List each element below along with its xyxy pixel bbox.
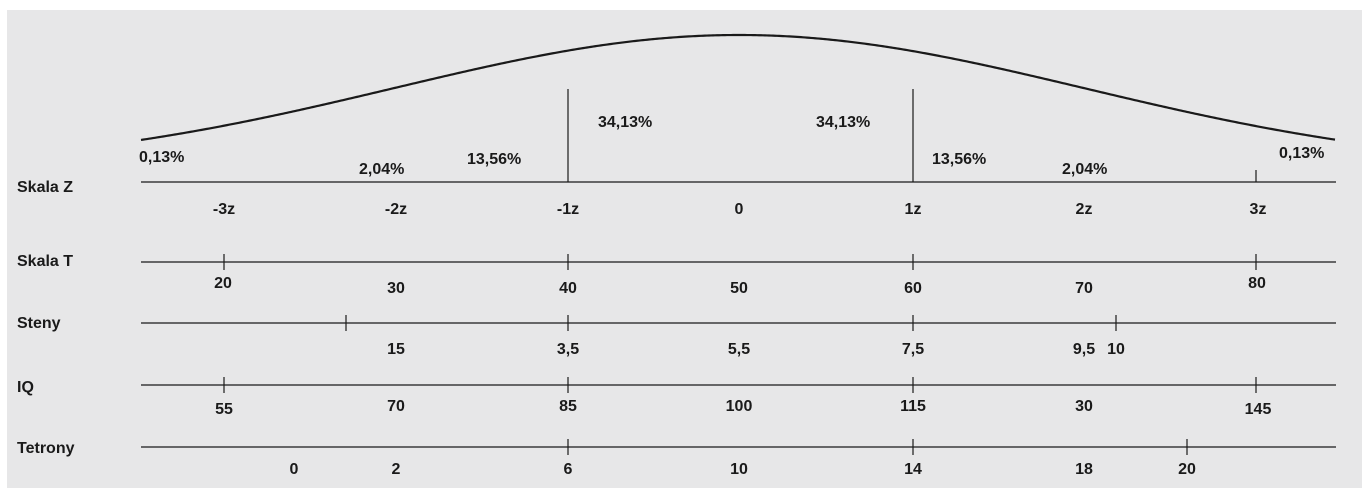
scale-label-steny: Steny (17, 315, 61, 332)
scale-iq-value: 70 (387, 398, 405, 415)
scale-iq-value: 115 (900, 398, 926, 415)
scale-steny-value: 5,5 (728, 341, 750, 358)
pct-right-2: 2,04% (1062, 161, 1107, 178)
scale-z-value: -2z (385, 201, 407, 218)
scale-t-value: 30 (387, 280, 405, 297)
scale-iq-value: 30 (1075, 398, 1093, 415)
scale-tetrony-value: 2 (392, 461, 401, 478)
scale-tetrony-value: 18 (1075, 461, 1093, 478)
scale-z-value: -1z (557, 201, 579, 218)
scale-t-value: 20 (214, 275, 232, 292)
scale-z-value: 1z (905, 201, 922, 218)
scale-label-tetrony: Tetrony (17, 440, 75, 457)
scale-iq-value: 145 (1245, 401, 1272, 418)
scale-z-value: 2z (1076, 201, 1093, 218)
scale-label-iq: IQ (17, 379, 34, 396)
scale-steny-value: 9,5 (1073, 341, 1095, 358)
bell-curve (140, 33, 1336, 142)
pct-right-tail: 0,13% (1279, 145, 1324, 162)
scale-iq-value: 55 (215, 401, 233, 418)
scale-z-value: -3z (213, 201, 235, 218)
pct-left-1: 13,56% (467, 151, 521, 168)
scale-tetrony-value: 14 (904, 461, 922, 478)
scale-z-value: 0 (735, 201, 744, 218)
pct-right-1: 13,56% (932, 151, 986, 168)
scale-tetrony-value: 6 (564, 461, 573, 478)
figure-panel (7, 10, 1362, 488)
scale-label-z: Skala Z (17, 179, 73, 196)
scale-t-value: 80 (1248, 275, 1266, 292)
scale-iq-value: 100 (726, 398, 753, 415)
scale-z-value: 3z (1250, 201, 1267, 218)
scale-tetrony-value: 20 (1178, 461, 1196, 478)
scale-label-t: Skala T (17, 253, 73, 270)
scale-steny-value: 3,5 (557, 341, 579, 358)
pct-left-tail: 0,13% (139, 149, 184, 166)
scale-tetrony-value: 0 (290, 461, 299, 478)
scale-t-value: 70 (1075, 280, 1093, 297)
scale-t-value: 50 (730, 280, 748, 297)
scale-t-value: 60 (904, 280, 922, 297)
scale-steny-value: 10 (1107, 341, 1125, 358)
scale-iq-value: 85 (559, 398, 577, 415)
pct-left-2: 2,04% (359, 161, 404, 178)
scale-tetrony-value: 10 (730, 461, 748, 478)
scale-t-value: 40 (559, 280, 577, 297)
scale-steny-value: 7,5 (902, 341, 924, 358)
pct-left-center: 34,13% (598, 114, 652, 131)
scale-steny-value: 15 (387, 341, 405, 358)
pct-right-center: 34,13% (816, 114, 870, 131)
